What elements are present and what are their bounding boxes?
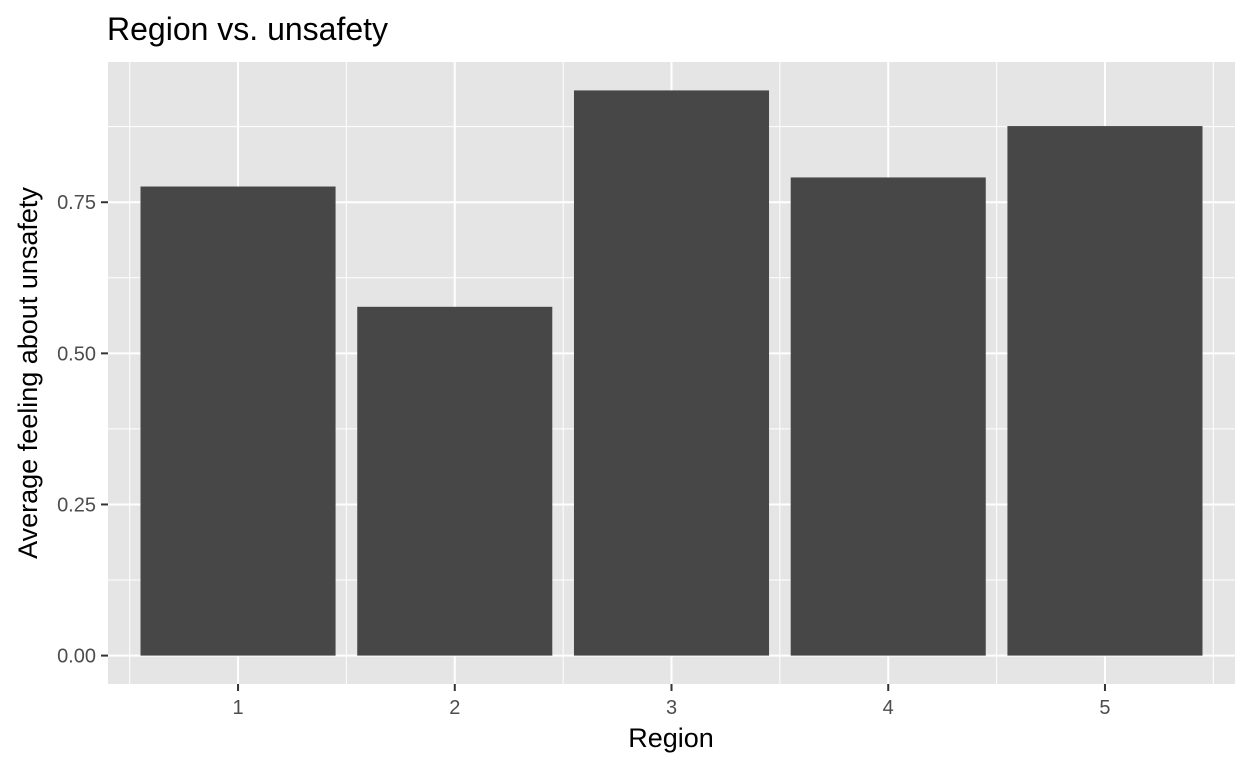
bars: [140, 90, 1203, 656]
bar-region-2: [357, 306, 553, 656]
y-tick-label: 0.50: [57, 343, 96, 365]
y-axis-title: Average feeling about unsafety: [13, 187, 43, 559]
y-tick-label: 0.75: [57, 192, 96, 214]
y-axis: 0.00 0.25 0.50 0.75: [57, 192, 108, 668]
bar-region-3: [573, 90, 770, 656]
y-tick-label: 0.25: [57, 494, 96, 516]
bar-region-1: [140, 186, 336, 656]
x-tick-label: 5: [1099, 697, 1110, 719]
bar-region-4: [790, 177, 986, 656]
chart-title: Region vs. unsafety: [107, 11, 388, 47]
x-tick-label: 3: [666, 697, 677, 719]
x-axis: 1 2 3 4 5: [232, 684, 1111, 719]
x-tick-label: 4: [883, 697, 894, 719]
bar-region-5: [1007, 126, 1203, 656]
x-tick-label: 2: [449, 697, 460, 719]
x-tick-label: 1: [232, 697, 243, 719]
x-axis-title: Region: [628, 723, 714, 753]
y-tick-label: 0.00: [57, 646, 96, 668]
